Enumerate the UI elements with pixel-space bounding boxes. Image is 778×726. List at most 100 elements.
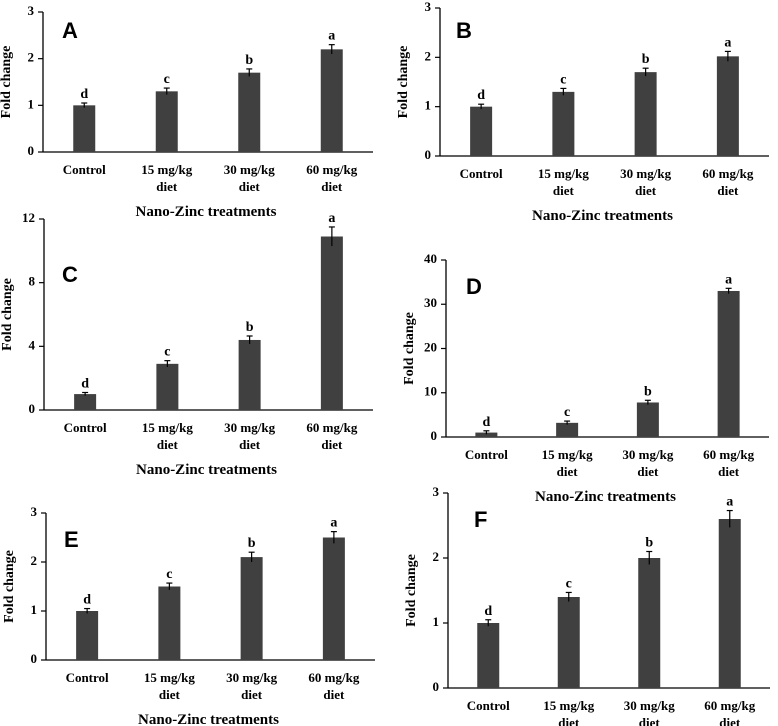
bar[interactable]	[634, 72, 657, 156]
y-axis-label: Fold change	[402, 312, 417, 385]
significance-letter: a	[725, 272, 732, 287]
bar[interactable]	[718, 519, 741, 688]
x-tick-label: 30 mg/kg	[620, 166, 671, 181]
significance-letter: c	[560, 72, 566, 87]
panel-letter: D	[466, 274, 482, 299]
significance-letter: c	[164, 345, 170, 360]
bar[interactable]	[155, 91, 178, 152]
bar[interactable]	[74, 394, 97, 410]
bar[interactable]	[322, 537, 345, 661]
y-tick-label: 0	[31, 651, 38, 666]
chart-panel-f: F 0 1 2 3 Fold change d Control c 15 mg/kg diet b 30…	[404, 484, 770, 726]
bar[interactable]	[552, 91, 575, 156]
x-tick-label: 60 mg/kg	[306, 162, 357, 177]
bar[interactable]	[238, 339, 261, 410]
bar[interactable]	[470, 106, 493, 156]
panel-letter: B	[456, 18, 472, 43]
x-tick-label: Control	[467, 698, 510, 713]
significance-letter: b	[245, 53, 253, 68]
bar[interactable]	[76, 611, 99, 660]
y-tick-label: 1	[433, 614, 440, 629]
x-tick-label: 30 mg/kg	[624, 698, 675, 713]
y-tick-label: 40	[424, 251, 437, 266]
bar[interactable]	[557, 597, 580, 688]
significance-letter: a	[330, 516, 337, 531]
x-tick-label: diet	[639, 715, 661, 726]
significance-letter: a	[724, 35, 731, 50]
significance-letter: d	[482, 415, 490, 430]
chart-panel-e: E 0 1 2 3 Fold change d Control c 15 mg/kg diet b 30…	[2, 504, 375, 726]
y-tick-label: 2	[28, 50, 35, 65]
bar[interactable]	[320, 236, 343, 410]
y-tick-label: 12	[22, 210, 35, 225]
significance-letter: b	[645, 536, 653, 551]
chart-panel-d: D 0 10 20 30 40 Fold change d Control c 15 mg/kg di…	[402, 251, 769, 505]
y-tick-label: 2	[31, 553, 38, 568]
x-tick-label: 30 mg/kg	[622, 447, 673, 462]
y-tick-label: 10	[424, 384, 437, 399]
significance-letter: c	[566, 576, 572, 591]
y-tick-label: 1	[28, 96, 35, 111]
x-tick-label: 60 mg/kg	[308, 670, 359, 685]
y-tick-label: 3	[433, 484, 440, 499]
x-tick-label: Control	[64, 420, 107, 435]
bar[interactable]	[477, 623, 500, 688]
panel-letter: E	[64, 527, 79, 552]
bar[interactable]	[717, 290, 740, 437]
bar[interactable]	[638, 558, 661, 688]
x-axis-label: Nano-Zinc treatments	[532, 208, 673, 224]
x-tick-label: Control	[66, 670, 109, 685]
x-tick-label: diet	[241, 687, 263, 702]
significance-letter: b	[248, 536, 256, 551]
panel-letter: C	[62, 262, 78, 287]
x-tick-label: diet	[558, 715, 580, 726]
x-tick-label: 15 mg/kg	[542, 447, 593, 462]
x-tick-label: diet	[239, 179, 261, 194]
y-tick-label: 0	[431, 428, 438, 443]
y-tick-label: 1	[425, 98, 432, 113]
x-tick-label: 30 mg/kg	[224, 420, 275, 435]
x-tick-label: diet	[157, 437, 179, 452]
y-tick-label: 3	[31, 504, 38, 519]
bar[interactable]	[156, 363, 179, 410]
chart-panel-b: B 0 1 2 3 Fold change d Control c 15 mg/kg diet b 30…	[396, 0, 769, 224]
bar[interactable]	[716, 56, 739, 157]
bar[interactable]	[158, 586, 181, 661]
x-tick-label: 60 mg/kg	[704, 698, 755, 713]
chart-panel-a: A 0 1 2 3 Fold change d Control c 15 mg/kg diet b 30…	[0, 3, 373, 220]
x-tick-label: diet	[239, 437, 261, 452]
bar[interactable]	[238, 72, 261, 152]
x-tick-label: 15 mg/kg	[142, 420, 193, 435]
chart-panel-c: C 0 4 8 12 Fold change d Control c 15 mg/kg diet b 3…	[0, 210, 373, 478]
x-tick-label: 60 mg/kg	[703, 447, 754, 462]
significance-letter: b	[644, 384, 652, 399]
x-tick-label: diet	[718, 464, 740, 479]
x-axis-label: Nano-Zinc treatments	[138, 712, 279, 726]
x-tick-label: Control	[465, 447, 508, 462]
y-tick-label: 3	[28, 3, 35, 18]
significance-letter: a	[328, 211, 335, 226]
x-axis-label: Nano-Zinc treatments	[136, 462, 277, 478]
bar[interactable]	[475, 432, 498, 437]
bar[interactable]	[320, 49, 343, 153]
x-tick-label: diet	[557, 464, 579, 479]
y-tick-label: 0	[29, 401, 36, 416]
bar[interactable]	[556, 422, 579, 437]
bar[interactable]	[636, 402, 659, 437]
x-axis-label: Nano-Zinc treatments	[535, 489, 676, 505]
significance-letter: c	[166, 567, 172, 582]
x-tick-label: 30 mg/kg	[224, 162, 275, 177]
x-tick-label: diet	[717, 183, 739, 198]
x-tick-label: diet	[159, 687, 181, 702]
x-tick-label: diet	[321, 437, 343, 452]
significance-letter: a	[726, 495, 733, 510]
x-axis-label: Nano-Zinc treatments	[136, 204, 277, 220]
x-tick-label: 15 mg/kg	[543, 698, 594, 713]
bar[interactable]	[73, 105, 96, 152]
x-tick-label: diet	[553, 183, 575, 198]
y-tick-label: 30	[424, 295, 437, 310]
bar[interactable]	[240, 557, 263, 660]
x-tick-label: diet	[637, 464, 659, 479]
y-axis-label: Fold change	[0, 278, 15, 351]
significance-letter: d	[477, 88, 485, 103]
